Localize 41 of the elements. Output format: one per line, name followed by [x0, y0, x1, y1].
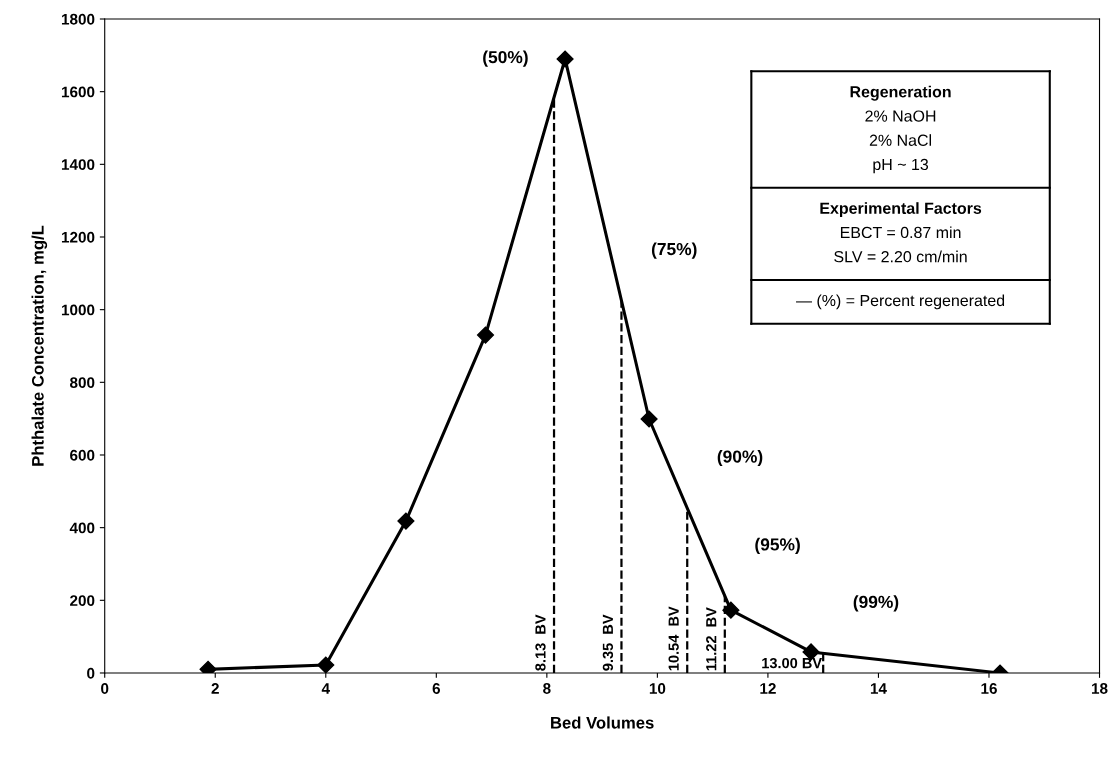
- annotation: Experimental Factors EBCT = 0.87 min SLV = 2.20 cm/min: [820, 202, 982, 263]
- x-tick-label: 2: [211, 683, 219, 694]
- point: [556, 50, 574, 68]
- annotation: (99%): [853, 595, 899, 612]
- annotation: (50%): [483, 50, 528, 67]
- point: [640, 410, 658, 428]
- y-tick-label: 1600: [61, 86, 95, 98]
- ref-line-label: 13.00 BV: [762, 657, 822, 669]
- annotation: (95%): [755, 537, 800, 555]
- annotation: — (%) = Percent regenerated: [796, 294, 1005, 310]
- annotation: (90%): [717, 449, 763, 467]
- x-tick-label: 10: [649, 683, 666, 694]
- point: [722, 601, 740, 619]
- ref-line-label: 8.13 BV: [535, 614, 546, 671]
- y-axis-title: Phthalate Concentration, mg/L: [31, 225, 48, 466]
- y-tick-label: 1800: [61, 13, 95, 25]
- x-tick-label: 12: [760, 683, 776, 694]
- annotation: Regeneration 2% NaOH 2% NaCl pH ~ 13: [850, 85, 951, 174]
- point: [476, 326, 495, 344]
- x-tick-label: 4: [321, 683, 330, 694]
- point: [397, 512, 415, 530]
- y-tick-label: 1200: [61, 231, 95, 243]
- ref-line-label: 11.22 BV: [706, 607, 717, 671]
- x-tick-label: 6: [432, 683, 441, 694]
- x-tick-label: 8: [543, 683, 551, 694]
- annotation: (75%): [651, 242, 697, 259]
- y-tick-label: 400: [69, 522, 95, 534]
- x-tick-label: 0: [101, 683, 109, 694]
- x-tick-label: 16: [981, 683, 997, 694]
- y-tick-label: 0: [87, 667, 95, 679]
- y-tick-label: 600: [70, 449, 95, 461]
- y-tick-label: 200: [70, 595, 95, 606]
- ref-line-label: 9.35 BV: [602, 614, 614, 671]
- x-tick-label: 18: [1091, 683, 1108, 694]
- x-axis-title: Bed Volumes: [551, 716, 654, 729]
- y-tick-label: 800: [69, 377, 95, 389]
- y-tick-label: 1400: [61, 159, 95, 171]
- x-tick-label: 14: [870, 683, 887, 694]
- ref-line-label: 10.54 BV: [668, 606, 679, 671]
- point: [317, 656, 335, 673]
- y-tick-label: 1000: [61, 304, 95, 316]
